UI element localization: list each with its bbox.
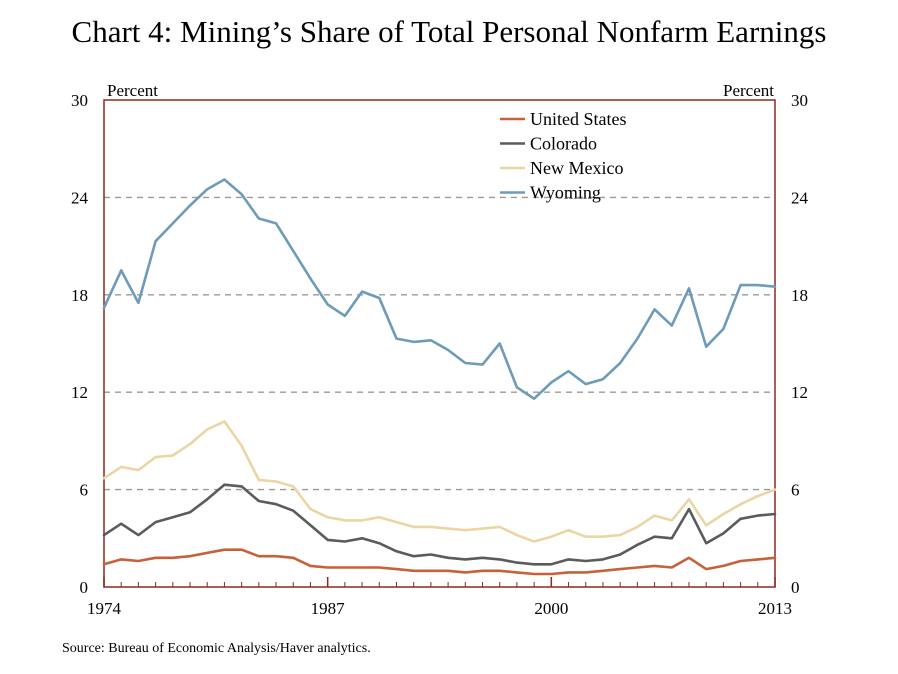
series-line-colorado (102, 483, 777, 566)
series-line-wyoming (102, 178, 777, 401)
y-tick-label-right: 24 (791, 188, 809, 207)
x-tick-label: 2013 (758, 599, 792, 618)
gridlines (104, 196, 775, 491)
legend: United States Colorado New Mexico Wyoming (500, 109, 627, 203)
x-tick-label: 1987 (311, 599, 346, 618)
x-tick-label: 2000 (534, 599, 568, 618)
y-tick-label-left: 24 (71, 188, 89, 207)
series-lines (102, 178, 777, 576)
plot-frame (103, 99, 776, 588)
series-line-united-states (102, 548, 777, 576)
legend-label-colorado: Colorado (530, 134, 597, 154)
y-tick-label-left: 0 (80, 578, 89, 597)
x-tick-label: 1974 (87, 599, 122, 618)
y-tick-label-right: 0 (791, 578, 800, 597)
y-tick-label-right: 18 (791, 286, 808, 305)
y-tick-label-left: 18 (71, 286, 88, 305)
legend-label-wyoming: Wyoming (530, 183, 601, 203)
y-axis-label-left: Percent (107, 81, 158, 100)
y-tick-label-left: 12 (71, 383, 88, 402)
ticks: 0 0 6 6 12 12 18 18 24 24 30 30 1974 1987 2000 2013 (71, 91, 809, 618)
y-tick-label-right: 30 (791, 91, 808, 110)
legend-label-united-states: United States (530, 109, 627, 129)
series-line-new-mexico (102, 420, 777, 543)
y-axis-label-right: Percent (723, 81, 774, 100)
source-note: Source: Bureau of Economic Analysis/Have… (62, 641, 371, 656)
chart-title: Chart 4: Mining’s Share of Total Persona… (71, 14, 827, 49)
y-tick-label-right: 12 (791, 383, 808, 402)
legend-label-new-mexico: New Mexico (530, 158, 623, 178)
y-tick-label-right: 6 (791, 481, 800, 500)
y-tick-label-left: 30 (71, 91, 88, 110)
y-tick-label-left: 6 (80, 481, 89, 500)
